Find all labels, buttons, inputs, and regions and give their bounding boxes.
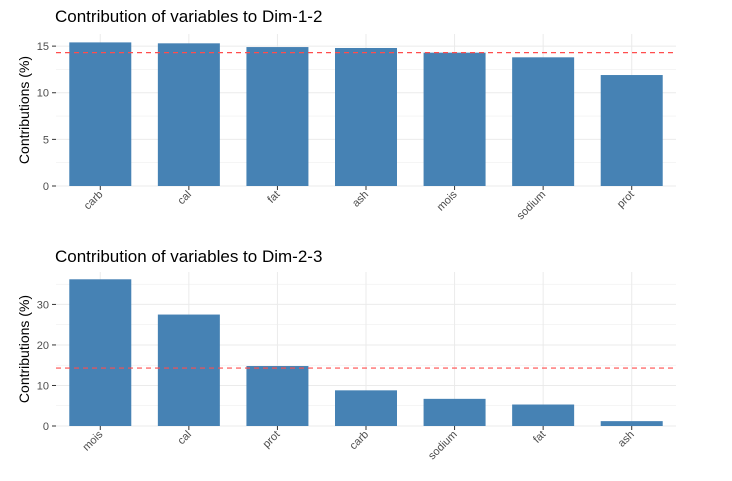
y-axis-label: Contributions (%)	[16, 56, 32, 164]
bar-mois	[69, 279, 132, 426]
x-tick-label: ash	[616, 429, 637, 450]
y-tick-label: 5	[43, 134, 49, 146]
bar-carb	[69, 42, 132, 186]
x-tick-label: ash	[350, 189, 371, 210]
y-tick-label: 10	[37, 380, 49, 392]
bar-carb	[335, 390, 397, 426]
x-tick-label: carb	[82, 189, 106, 213]
chart-title: Contribution of variables to Dim-2-3	[55, 247, 322, 266]
bar-prot	[246, 366, 309, 426]
bar-cal	[157, 314, 220, 426]
chart-panel-1: 0 5 10 15 carb cal fat ash mois sodium prot Contrib…	[16, 7, 676, 222]
x-tick-label: carb	[347, 429, 371, 453]
x-tick-label: fat	[531, 429, 548, 446]
y-tick-label: 20	[37, 340, 49, 352]
x-tick-label: cal	[176, 189, 194, 207]
x-tick-label: mois	[80, 428, 105, 453]
x-tick-label: fat	[265, 189, 282, 206]
bar-prot	[600, 75, 663, 186]
x-tick-label: sodium	[515, 189, 549, 223]
y-axis-label: Contributions (%)	[16, 295, 32, 403]
bar-sodium	[512, 57, 575, 187]
chart-title: Contribution of variables to Dim-1-2	[55, 7, 322, 26]
x-tick-label: sodium	[426, 429, 460, 463]
bar-mois	[423, 52, 486, 187]
bar-cal	[157, 43, 220, 187]
chart-panel-2: 0 10 20 30 mois cal prot carb sodium fat ash Contri…	[16, 247, 676, 462]
x-tick-label: prot	[261, 429, 283, 451]
y-tick-label: 10	[37, 88, 49, 100]
bar-fat	[512, 404, 575, 426]
bar-ash	[335, 47, 397, 186]
x-tick-label: mois	[435, 188, 460, 213]
bar-fat	[246, 47, 309, 187]
x-tick-label: prot	[615, 189, 637, 211]
y-tick-label: 0	[43, 421, 49, 433]
bar-sodium	[423, 398, 486, 426]
x-tick-label: cal	[176, 429, 194, 447]
y-tick-label: 30	[37, 299, 49, 311]
y-tick-label: 0	[43, 181, 49, 193]
y-tick-label: 15	[37, 41, 49, 53]
bar-ash	[600, 421, 663, 426]
